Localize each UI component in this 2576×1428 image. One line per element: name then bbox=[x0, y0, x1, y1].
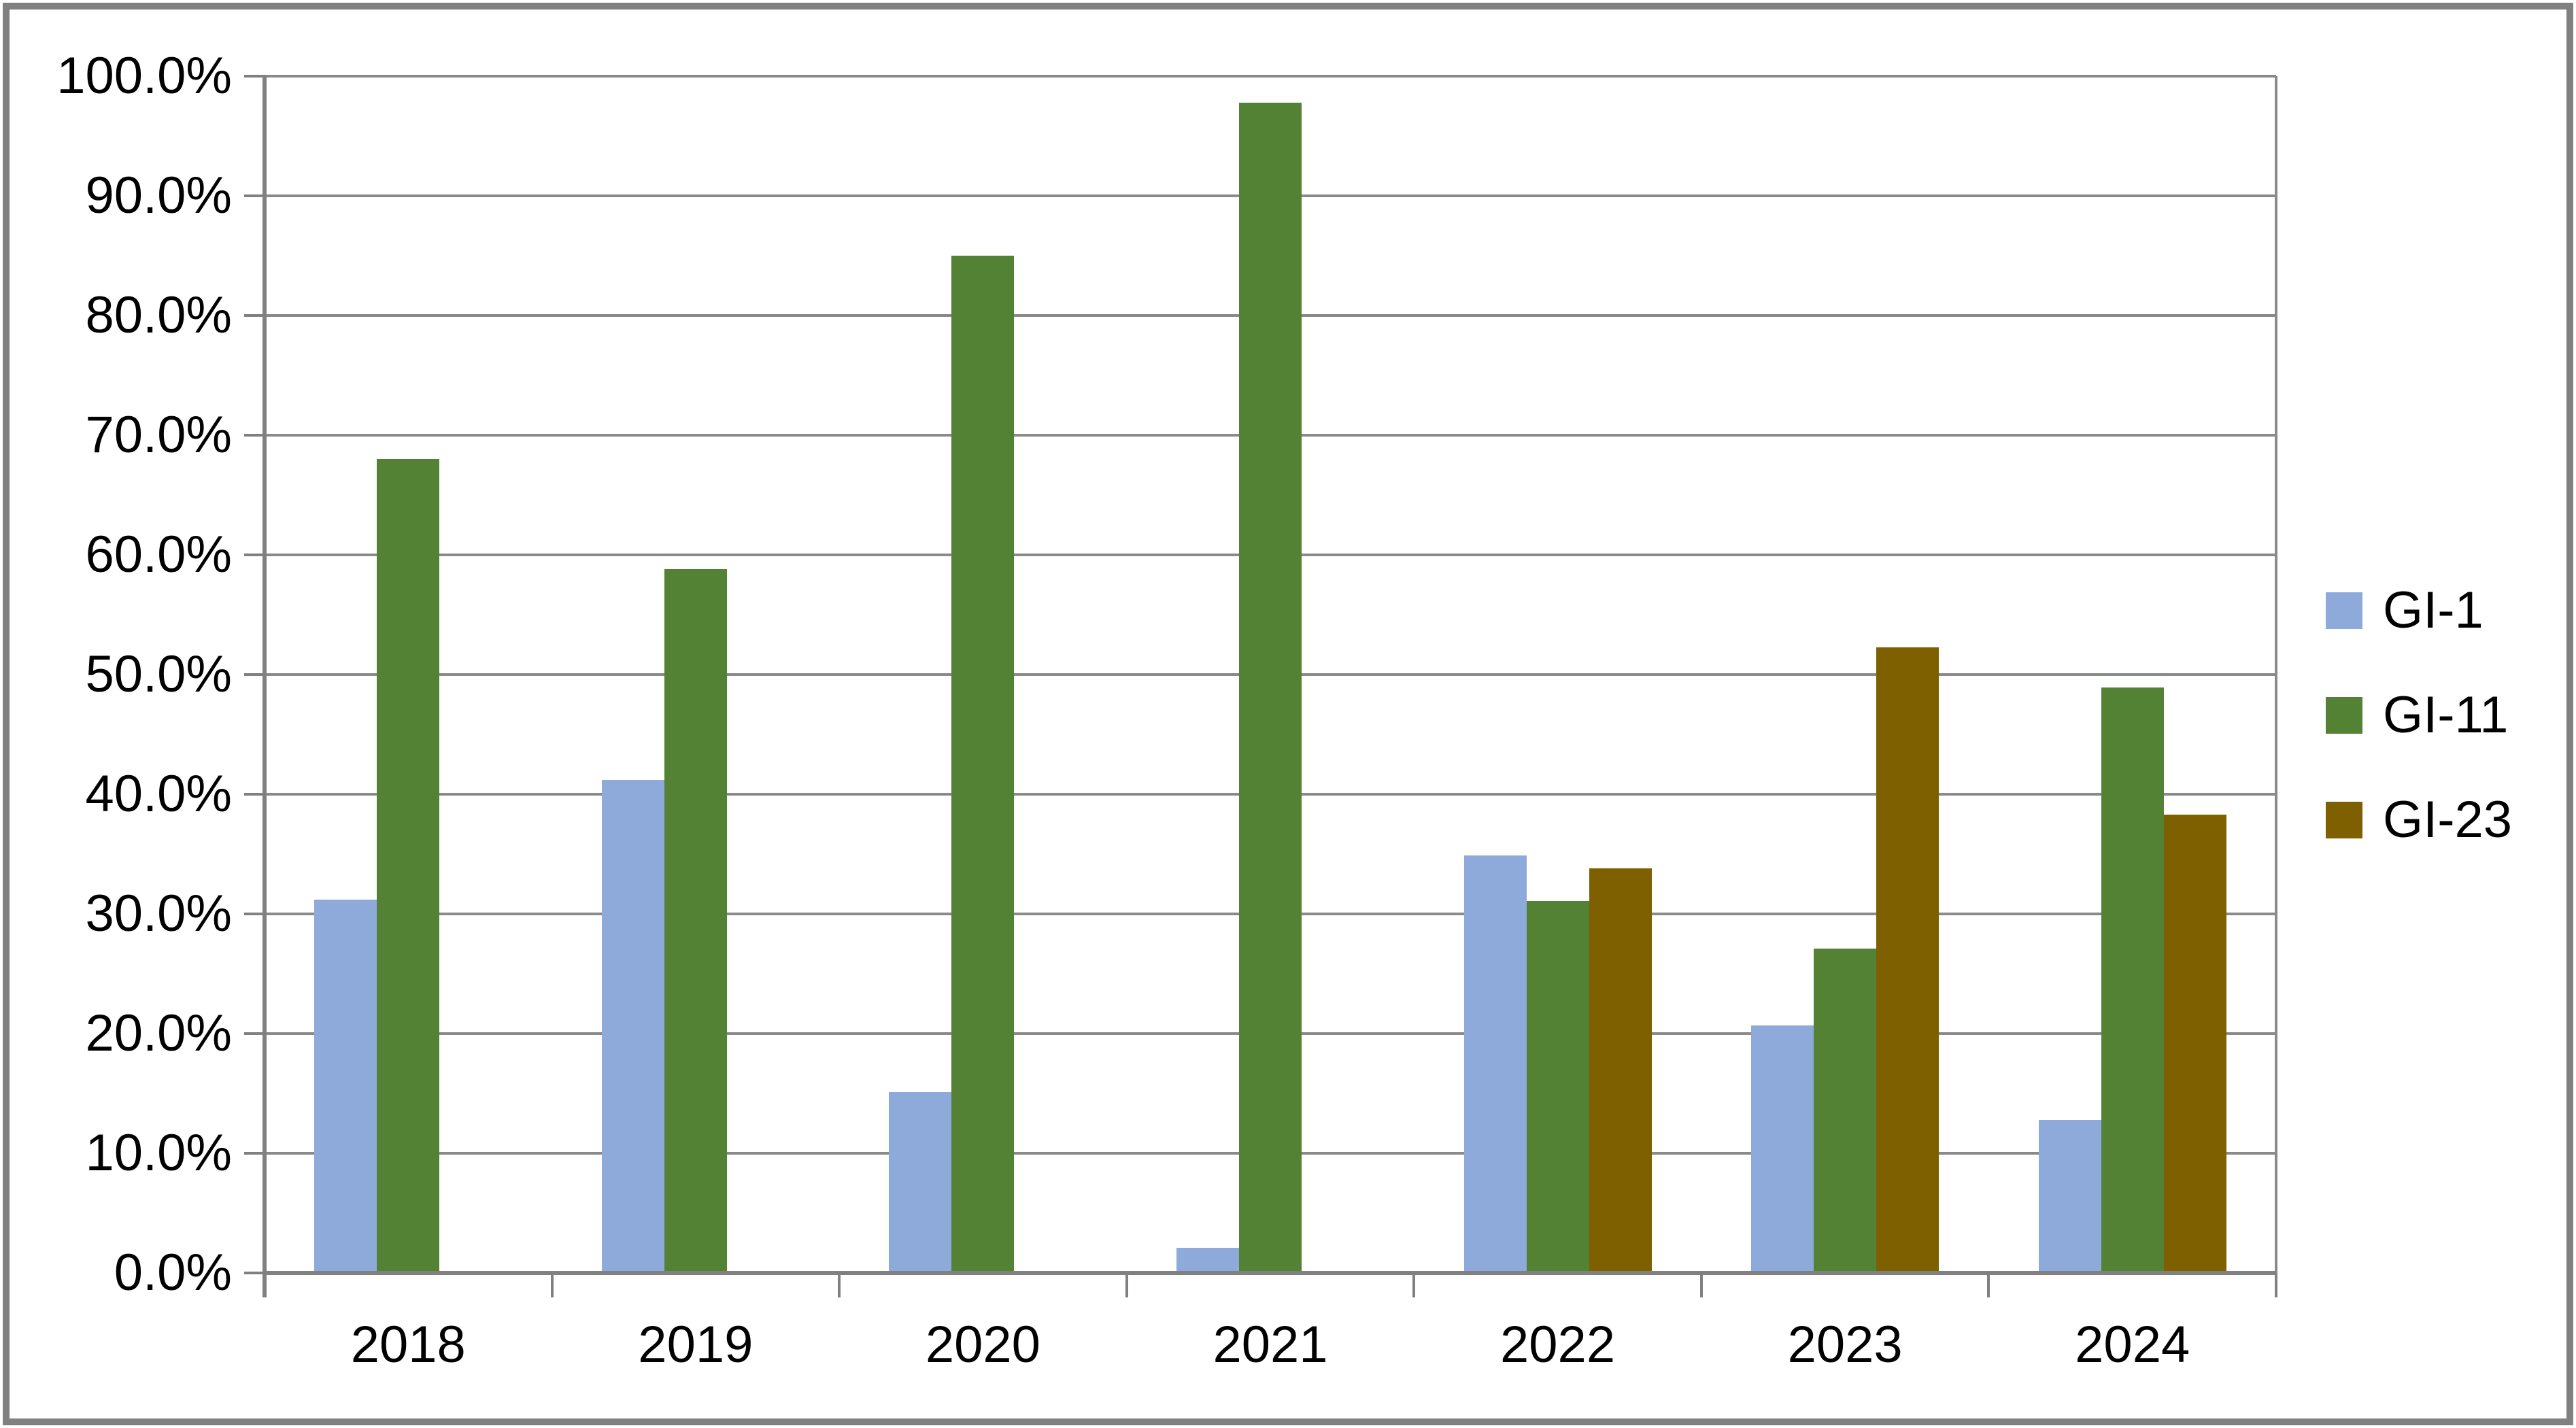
x-axis-tick-mark bbox=[838, 1273, 841, 1297]
bar-GI-11 bbox=[664, 569, 727, 1273]
bar-GI-11 bbox=[377, 459, 440, 1273]
bar-GI-1 bbox=[2038, 1119, 2101, 1273]
y-axis-line bbox=[262, 76, 267, 1297]
legend-label: GI-23 bbox=[2383, 791, 2513, 849]
x-axis-line bbox=[265, 1271, 2276, 1275]
bar-GI-11 bbox=[2101, 687, 2164, 1273]
y-axis-tick-mark bbox=[244, 194, 265, 197]
legend-item-GI-11: GI-11 bbox=[2326, 684, 2512, 747]
y-axis-tick-label: 0.0% bbox=[114, 1244, 232, 1302]
bar-GI-1 bbox=[601, 779, 664, 1273]
legend-swatch-icon bbox=[2326, 592, 2362, 629]
gridline bbox=[265, 75, 2276, 78]
legend-item-GI-23: GI-23 bbox=[2326, 789, 2512, 851]
x-axis-tick-mark bbox=[550, 1273, 554, 1297]
x-axis-tick-mark bbox=[1699, 1273, 1703, 1297]
x-axis-label: 2024 bbox=[2075, 1316, 2190, 1374]
y-axis-tick-label: 30.0% bbox=[85, 885, 233, 942]
y-axis-tick-label: 100.0% bbox=[56, 47, 232, 105]
y-axis-tick-label: 80.0% bbox=[85, 286, 233, 344]
y-axis-tick-label: 90.0% bbox=[85, 167, 233, 224]
y-axis-tick-mark bbox=[244, 1272, 265, 1274]
x-axis-tick-mark bbox=[1125, 1273, 1128, 1297]
legend: GI-1 GI-11 GI-23 bbox=[2326, 579, 2512, 851]
legend-label: GI-11 bbox=[2383, 686, 2509, 744]
bar-GI-1 bbox=[1463, 855, 1527, 1273]
y-axis-tick-mark bbox=[244, 75, 265, 78]
legend-item-GI-1: GI-1 bbox=[2326, 579, 2512, 642]
y-axis-tick-label: 60.0% bbox=[85, 526, 233, 583]
y-axis-tick-mark bbox=[244, 673, 265, 676]
x-axis-label: 2023 bbox=[1787, 1316, 1903, 1374]
x-axis-tick-mark bbox=[2275, 1273, 2277, 1297]
y-axis-tick-label: 40.0% bbox=[85, 765, 233, 823]
y-axis-tick-label: 70.0% bbox=[85, 406, 233, 464]
x-axis-tick-mark bbox=[1987, 1273, 1990, 1297]
legend-swatch-icon bbox=[2326, 802, 2362, 838]
x-axis-label: 2018 bbox=[350, 1316, 466, 1374]
legend-label: GI-1 bbox=[2383, 581, 2484, 639]
y-axis-tick-mark bbox=[244, 314, 265, 317]
bar-GI-1 bbox=[314, 899, 377, 1273]
bar-GI-23 bbox=[1876, 647, 1939, 1273]
bar-GI-11 bbox=[1814, 949, 1877, 1273]
y-axis-tick-mark bbox=[244, 434, 265, 437]
bar-GI-1 bbox=[1751, 1025, 1814, 1273]
y-axis-tick-mark bbox=[244, 913, 265, 915]
x-axis-label: 2020 bbox=[925, 1316, 1040, 1374]
y-axis-tick-mark bbox=[244, 1032, 265, 1035]
x-axis-label: 2021 bbox=[1213, 1316, 1328, 1374]
bar-GI-1 bbox=[889, 1092, 952, 1273]
bar-GI-1 bbox=[1176, 1248, 1239, 1273]
legend-swatch-icon bbox=[2326, 697, 2362, 734]
x-axis-tick-mark bbox=[1412, 1273, 1416, 1297]
bar-GI-11 bbox=[951, 256, 1015, 1273]
x-axis-label: 2022 bbox=[1500, 1316, 1616, 1374]
bar-GI-11 bbox=[1526, 900, 1589, 1273]
bar-GI-23 bbox=[1589, 868, 1652, 1273]
bar-GI-11 bbox=[1239, 102, 1302, 1273]
y-axis-tick-mark bbox=[244, 793, 265, 796]
y-axis-tick-label: 10.0% bbox=[85, 1124, 233, 1182]
y-axis-tick-label: 20.0% bbox=[85, 1004, 233, 1062]
bar-GI-23 bbox=[2163, 814, 2226, 1273]
y-axis-tick-mark bbox=[244, 1152, 265, 1155]
plot-right-border bbox=[2275, 76, 2277, 1273]
y-axis-tick-label: 50.0% bbox=[85, 645, 233, 703]
x-axis-label: 2019 bbox=[638, 1316, 753, 1374]
y-axis-tick-mark bbox=[244, 554, 265, 556]
